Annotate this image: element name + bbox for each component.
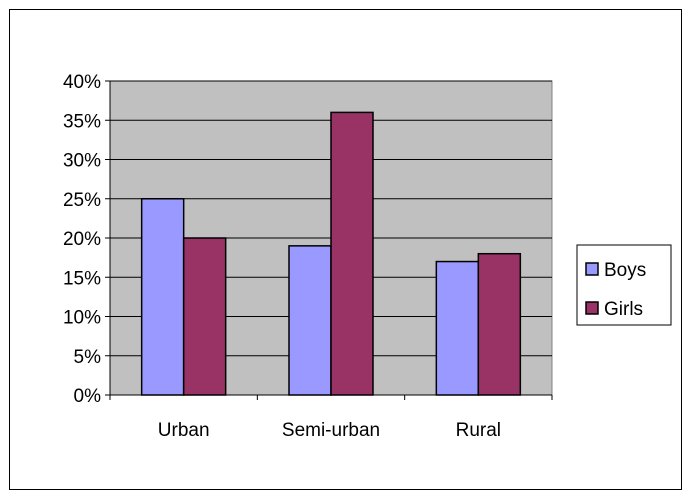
y-tick-label: 20% xyxy=(63,229,101,250)
y-axis: 0% 5% 10% 15% 20% 25% 30% 35% 40% xyxy=(63,72,111,407)
y-tick-label: 5% xyxy=(74,347,102,368)
bar-boys xyxy=(140,198,185,396)
y-tick-label: 25% xyxy=(63,190,101,211)
bar-boys xyxy=(435,260,480,396)
x-tick-label: Semi-urban xyxy=(282,420,380,441)
legend-label: Boys xyxy=(604,260,646,281)
bar-girls xyxy=(330,111,374,396)
y-tick-label: 30% xyxy=(63,151,101,172)
legend-swatch-boys xyxy=(585,262,599,276)
bar-boys xyxy=(288,245,332,396)
legend: Boys Girls xyxy=(576,244,672,326)
y-tick-label: 15% xyxy=(63,268,101,289)
x-axis: Urban Semi-urban Rural xyxy=(109,394,553,441)
bar-girls xyxy=(182,237,227,396)
y-tick-label: 0% xyxy=(74,386,102,407)
y-tick-label: 40% xyxy=(63,72,101,93)
x-tick-label: Rural xyxy=(456,420,501,441)
y-tick-label: 35% xyxy=(63,111,101,132)
x-tick-label: Urban xyxy=(158,420,210,441)
bars xyxy=(140,111,522,396)
legend-swatch-girls xyxy=(585,301,599,315)
legend-label: Girls xyxy=(604,299,643,320)
bar-girls xyxy=(477,252,522,396)
y-tick-label: 10% xyxy=(63,308,101,329)
